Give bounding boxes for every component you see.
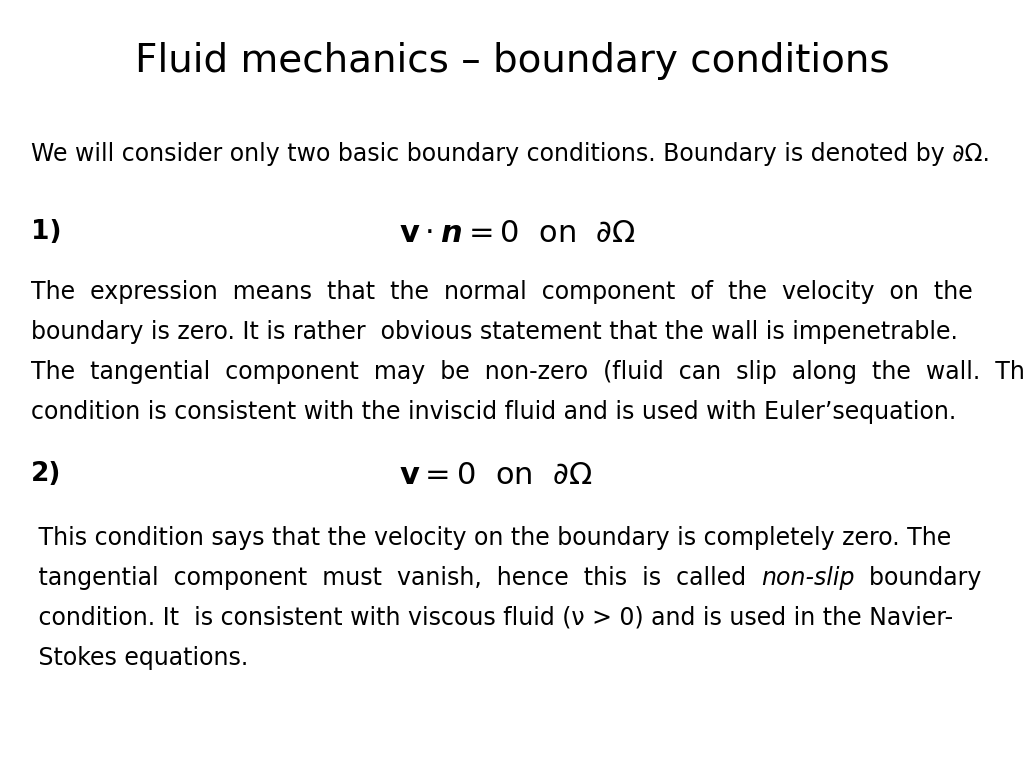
Text: $\mathbf{v} \cdot \boldsymbol{n} = 0$  on  $\partial\Omega$: $\mathbf{v} \cdot \boldsymbol{n} = 0$ on…	[399, 219, 636, 248]
Text: tangential  component  must  vanish,  hence  this  is  called: tangential component must vanish, hence …	[31, 566, 761, 590]
Text: boundary: boundary	[854, 566, 982, 590]
Text: 1): 1)	[31, 219, 61, 245]
Text: boundary is zero. It is rather  obvious statement that the wall is impenetrable.: boundary is zero. It is rather obvious s…	[31, 320, 957, 344]
Text: We will consider only two basic boundary conditions. Boundary is denoted by ∂Ω.: We will consider only two basic boundary…	[31, 142, 989, 166]
Text: non-slip: non-slip	[761, 566, 854, 590]
Text: condition is consistent with the inviscid fluid and is used with Euler’sequation: condition is consistent with the invisci…	[31, 400, 956, 424]
Text: Fluid mechanics – boundary conditions: Fluid mechanics – boundary conditions	[135, 42, 889, 80]
Text: condition. It  is consistent with viscous fluid (ν > 0) and is used in the Navie: condition. It is consistent with viscous…	[31, 606, 953, 630]
Text: The  tangential  component  may  be  non-zero  (fluid  can  slip  along  the  wa: The tangential component may be non-zero…	[31, 360, 1024, 384]
Text: 2): 2)	[31, 461, 61, 487]
Text: This condition says that the velocity on the boundary is completely zero. The: This condition says that the velocity on…	[31, 526, 951, 550]
Text: Stokes equations.: Stokes equations.	[31, 646, 248, 670]
Text: $\mathbf{v} = 0$  on  $\partial\Omega$: $\mathbf{v} = 0$ on $\partial\Omega$	[399, 461, 593, 490]
Text: The  expression  means  that  the  normal  component  of  the  velocity  on  the: The expression means that the normal com…	[31, 280, 973, 304]
